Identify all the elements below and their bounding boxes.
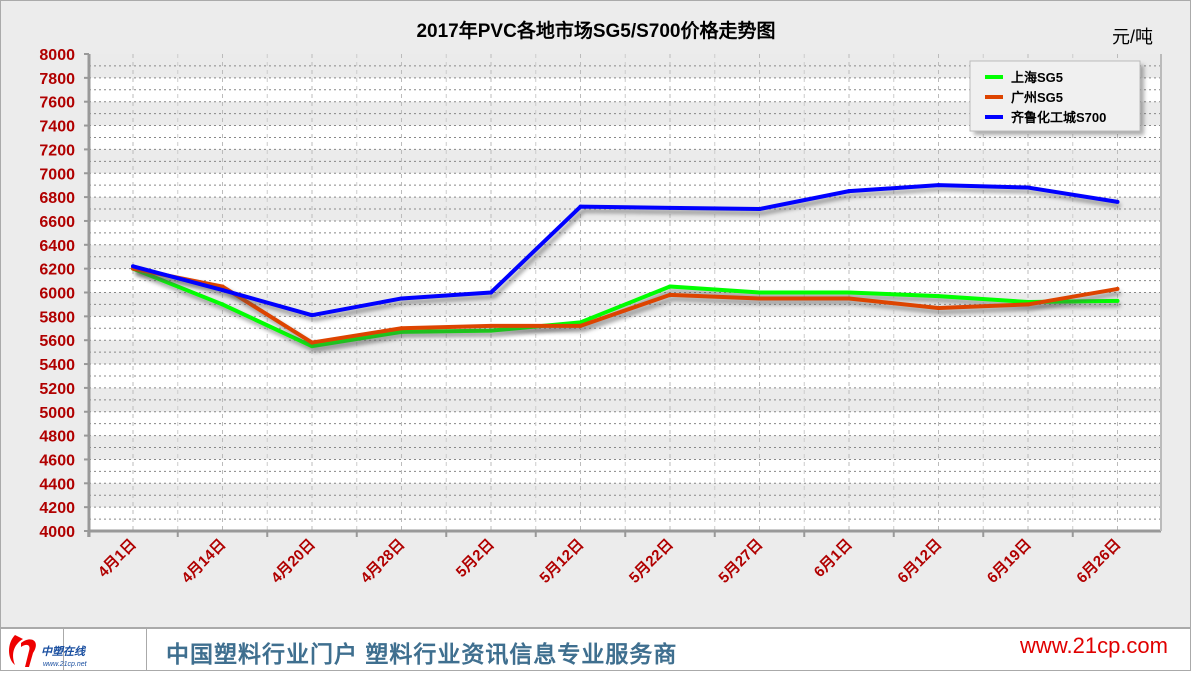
logo-icon: 中塑在线 www.21cp.net [9, 635, 88, 668]
data-point [936, 294, 941, 299]
y-tick-label: 4600 [39, 452, 75, 469]
data-point [1026, 302, 1030, 307]
data-point [757, 296, 762, 301]
data-point [578, 204, 583, 209]
y-tick-label: 6000 [39, 286, 75, 303]
data-point [310, 340, 314, 345]
x-tick-label: 4月20日 [268, 536, 319, 587]
data-point [757, 207, 762, 212]
y-tick-label: 7000 [39, 166, 75, 183]
y-tick-label: 4400 [39, 476, 75, 493]
data-point [847, 189, 851, 194]
data-point [131, 264, 135, 269]
website-link[interactable]: www.21cp.com [1020, 633, 1168, 658]
y-tick-label: 5600 [39, 333, 75, 350]
data-point [936, 306, 941, 311]
unit-label: 元/吨 [1112, 27, 1153, 47]
data-point [489, 290, 493, 295]
y-tick-label: 4200 [39, 500, 75, 517]
footer-banner: 中塑在线 www.21cp.net 中国塑料行业门户 塑料行业资讯信息专业服务商… [0, 628, 1191, 671]
data-point [668, 292, 672, 297]
series-shadow-2 [135, 187, 1121, 322]
x-tick-label: 5月12日 [536, 536, 587, 587]
legend-label: 齐鲁化工城S700 [1011, 110, 1106, 125]
legend: 上海SG5 广州SG5 齐鲁化工城S700 [969, 60, 1144, 135]
data-point [1115, 199, 1120, 204]
svg-text:www.21cp.net: www.21cp.net [43, 661, 88, 668]
y-tick-label: 7800 [39, 71, 75, 88]
data-point [847, 290, 851, 295]
slogan: 中国塑料行业门户 塑料行业资讯信息专业服务商 [166, 641, 678, 667]
x-tick-label: 4月1日 [95, 536, 140, 581]
x-tick-label: 5月27日 [715, 536, 766, 587]
data-point [489, 323, 493, 328]
data-point [399, 296, 404, 301]
data-point [220, 288, 225, 293]
y-tick-label: 6800 [39, 190, 75, 207]
data-point [220, 284, 225, 289]
y-tick-label: 7200 [39, 142, 75, 159]
data-point [936, 183, 941, 188]
x-tick-label: 6月12日 [894, 536, 945, 587]
data-point [399, 326, 404, 331]
y-tick-label: 5400 [39, 357, 75, 374]
data-point [578, 323, 583, 328]
y-tick-label: 5800 [39, 309, 75, 326]
chart-title: 2017年PVC各地市场SG5/S700价格走势图 [416, 19, 775, 42]
data-point [310, 313, 314, 318]
x-tick-label: 6月26日 [1073, 536, 1124, 587]
data-point [668, 205, 672, 210]
data-point [668, 284, 672, 289]
y-tick-label: 5000 [39, 405, 75, 422]
series-line-1 [132, 266, 1118, 345]
x-tick-label: 4月14日 [178, 536, 229, 587]
data-point [578, 320, 583, 325]
data-point [847, 296, 851, 301]
x-tick-label: 4月28日 [357, 536, 408, 587]
x-tick-label: 5月2日 [453, 536, 498, 581]
data-point [1115, 286, 1120, 291]
x-tick-label: 6月19日 [984, 536, 1035, 587]
x-tick-label: 5月22日 [626, 536, 677, 587]
y-tick-label: 6600 [39, 214, 75, 231]
y-tick-label: 7600 [39, 95, 75, 112]
y-tick-label: 8000 [39, 47, 75, 64]
data-point [1115, 298, 1120, 303]
series-line-0 [132, 266, 1118, 349]
legend-label: 上海SG5 [1011, 70, 1063, 85]
y-tick-label: 6200 [39, 262, 75, 279]
x-tick-label: 6月1日 [811, 536, 856, 581]
line-chart: 4000 4200 4400 4600 4800 5000 5200 5400 5600 5800… [39, 19, 1162, 587]
data-point [1026, 185, 1030, 190]
series-line-2 [132, 183, 1118, 318]
y-tick-label: 6400 [39, 238, 75, 255]
logo: 中塑在线 www.21cp.net [1, 629, 88, 670]
svg-text:中塑在线: 中塑在线 [41, 645, 87, 658]
chart-frame: 4000 4200 4400 4600 4800 5000 5200 5400 5600 5800… [0, 0, 1191, 628]
y-tick-label: 4800 [39, 429, 75, 446]
y-tick-label: 7400 [39, 119, 75, 136]
legend-label: 广州SG5 [1011, 90, 1063, 105]
y-tick-label: 4000 [39, 524, 75, 541]
data-point [757, 290, 762, 295]
data-point [220, 302, 225, 307]
y-tick-label: 5200 [39, 381, 75, 398]
